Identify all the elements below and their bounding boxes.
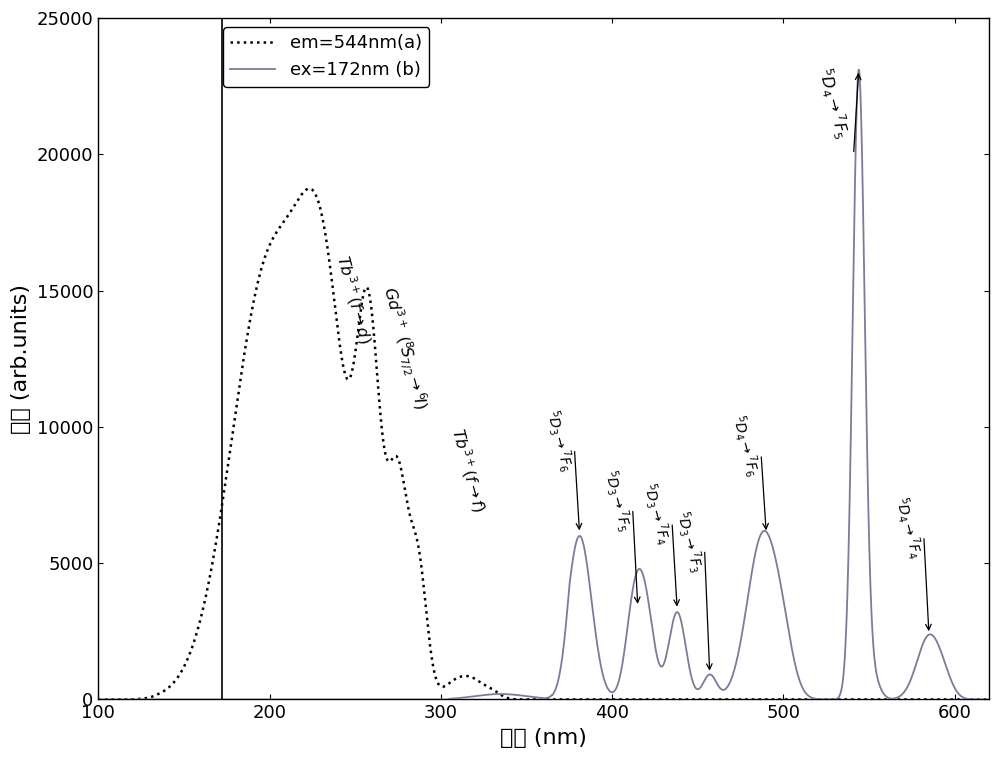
ex=172nm (b) [92,695,104,704]
Text: $Gd^{3+}$ $(^8\!S_{7/2}{\rightarrow}^6\!I)$: $Gd^{3+}$ $(^8\!S_{7/2}{\rightarrow}^6\!… [377,285,431,412]
ex=172nm (b) [256,695,268,704]
Text: $^5D_3{\rightarrow}^7F_6$: $^5D_3{\rightarrow}^7F_6$ [541,408,577,474]
Line: em=544nm(a): em=544nm(a) [98,188,997,700]
Line: ex=172nm (b): ex=172nm (b) [98,70,997,700]
Text: $^5D_3{\rightarrow}^7F_4$: $^5D_3{\rightarrow}^7F_4$ [638,481,675,547]
ex=172nm (b) [991,695,1000,704]
em=544nm(a) [677,695,689,704]
ex=172nm (b) [763,532,775,541]
Text: $^5D_3{\rightarrow}^7F_3$: $^5D_3{\rightarrow}^7F_3$ [671,509,708,575]
em=544nm(a) [632,695,644,704]
em=544nm(a) [763,695,775,704]
em=544nm(a) [92,695,104,704]
Text: $Tb^{3+}(f{\rightarrow}d)$: $Tb^{3+}(f{\rightarrow}d)$ [332,252,376,345]
ex=172nm (b) [832,694,844,703]
Legend: em=544nm(a), ex=172nm (b): em=544nm(a), ex=172nm (b) [223,27,429,87]
ex=172nm (b) [853,65,865,74]
ex=172nm (b) [677,626,689,635]
em=544nm(a) [436,682,448,691]
X-axis label: 波长 (nm): 波长 (nm) [500,728,587,748]
em=544nm(a) [832,695,844,704]
Text: $^5D_4{\rightarrow}^7F_6$: $^5D_4{\rightarrow}^7F_6$ [727,413,764,479]
Text: $^5D_4{\rightarrow}^7F_4$: $^5D_4{\rightarrow}^7F_4$ [890,494,927,561]
Text: $^5D_4{\rightarrow}^7F_5$: $^5D_4{\rightarrow}^7F_5$ [813,65,853,140]
Y-axis label: 强度 (arb.units): 强度 (arb.units) [11,284,31,434]
em=544nm(a) [991,695,1000,704]
ex=172nm (b) [436,695,448,704]
ex=172nm (b) [632,566,644,575]
Text: $^5D_3{\rightarrow}^7F_5$: $^5D_3{\rightarrow}^7F_5$ [599,468,636,534]
em=544nm(a) [303,184,315,193]
Text: $Tb^{3+}(f{\rightarrow}f)$: $Tb^{3+}(f{\rightarrow}f)$ [447,426,490,515]
em=544nm(a) [256,263,268,272]
